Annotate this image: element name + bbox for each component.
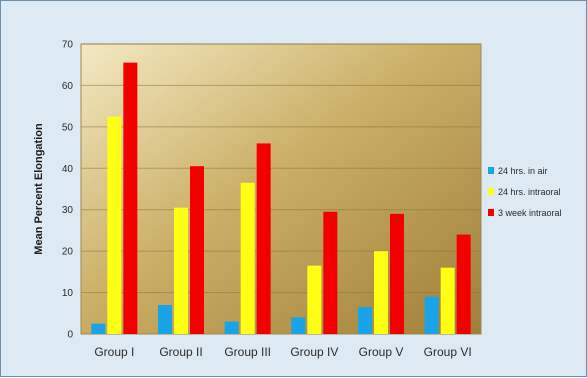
legend: 24 hrs. in air 24 hrs. intraoral 3 week in…	[488, 166, 562, 218]
y-tick-label: 0	[67, 330, 73, 341]
bar-1-3	[224, 321, 239, 334]
bar-1-2	[158, 305, 172, 334]
x-tick-label: Group I	[94, 345, 134, 359]
bar-3-4	[323, 211, 338, 334]
x-tick-label: Group II	[159, 345, 202, 359]
y-tick-label: 70	[62, 40, 74, 51]
bar-1-1	[91, 323, 106, 334]
y-tick-label: 60	[62, 81, 74, 92]
bar-3-2	[190, 166, 204, 334]
x-tick-label: Group V	[359, 345, 404, 359]
y-axis-label: Mean Percent Elongation	[33, 123, 45, 255]
y-axis-ticks: 0 10 20 30 40 50 60 70	[62, 40, 74, 341]
x-tick-label: Group IV	[290, 345, 338, 359]
legend-label: 24 hrs. intraoral	[498, 187, 561, 197]
plot-area	[80, 43, 482, 335]
y-tick-label: 40	[62, 164, 74, 175]
legend-swatch	[488, 209, 494, 216]
bar-1-6	[424, 296, 439, 334]
bar-1-4	[291, 317, 306, 334]
bar-2-4	[307, 265, 322, 334]
x-axis-labels: Group I Group II Group III Group IV Group V G…	[94, 345, 471, 359]
bar-2-3	[240, 182, 255, 334]
bar-2-2	[174, 207, 188, 334]
y-tick-label: 20	[62, 247, 74, 258]
legend-label: 24 hrs. in air	[498, 166, 548, 176]
bar-3-1	[123, 62, 138, 335]
bar-2-5	[374, 251, 388, 334]
bar-3-5	[390, 213, 404, 334]
legend-swatch	[488, 188, 494, 195]
x-tick-label: Group III	[224, 345, 271, 359]
gridlines	[81, 43, 481, 294]
y-tick-label: 30	[62, 205, 74, 216]
bar-3-3	[256, 143, 271, 334]
legend-label: 3 week intraoral	[498, 208, 562, 218]
y-tick-label: 10	[62, 288, 74, 299]
bar-3-6	[456, 234, 471, 334]
y-tick-label: 50	[62, 122, 74, 133]
bar-2-6	[440, 267, 455, 334]
bar-2-1	[107, 116, 122, 334]
x-tick-label: Group VI	[424, 345, 472, 359]
legend-swatch	[488, 167, 494, 174]
bar-1-5	[358, 307, 372, 334]
bars	[91, 62, 471, 335]
